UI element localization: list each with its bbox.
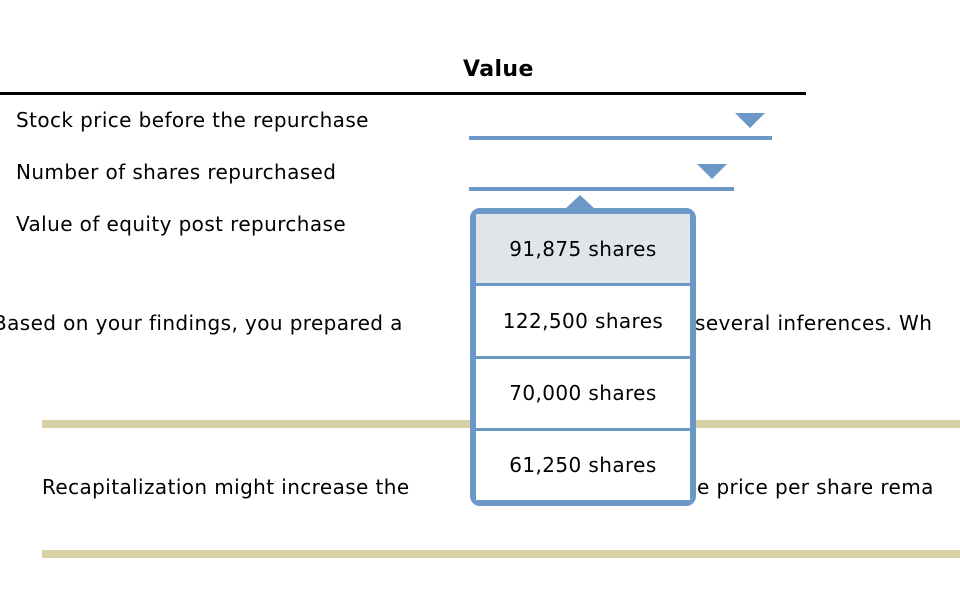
dropdown-underline[interactable]: [469, 136, 772, 140]
open-dropdown-panel: 91,875 shares 122,500 shares 70,000 shar…: [470, 208, 696, 506]
tan-divider-bar-bottom: [42, 550, 960, 558]
recap-sentence-right: e price per share rema: [697, 475, 934, 499]
chevron-down-icon[interactable]: [735, 113, 765, 128]
row-label-equity-post-repurchase: Value of equity post repurchase: [16, 212, 347, 236]
row-label-stock-price: Stock price before the repurchase: [16, 108, 369, 132]
table-header-rule: [0, 92, 806, 95]
dropdown-option-122500-shares[interactable]: 122,500 shares: [476, 283, 690, 356]
row-label-shares-repurchased: Number of shares repurchased: [16, 160, 337, 184]
dropdown-shares-repurchased[interactable]: [469, 164, 734, 191]
dropdown-option-61250-shares[interactable]: 61,250 shares: [476, 427, 690, 500]
dropdown-underline[interactable]: [469, 187, 734, 191]
dropdown-stock-price[interactable]: [469, 113, 772, 140]
chevron-down-icon[interactable]: [697, 164, 727, 179]
inference-paragraph-right: several inferences. Wh: [695, 311, 933, 335]
dropdown-option-91875-shares[interactable]: 91,875 shares: [476, 214, 690, 284]
dropdown-callout-arrow-up-icon: [564, 195, 596, 210]
recap-sentence-left: Recapitalization might increase the: [42, 475, 410, 499]
inference-paragraph-left: Based on your findings, you prepared a: [0, 311, 403, 335]
value-column-header: Value: [463, 57, 534, 82]
dropdown-option-70000-shares[interactable]: 70,000 shares: [476, 355, 690, 428]
